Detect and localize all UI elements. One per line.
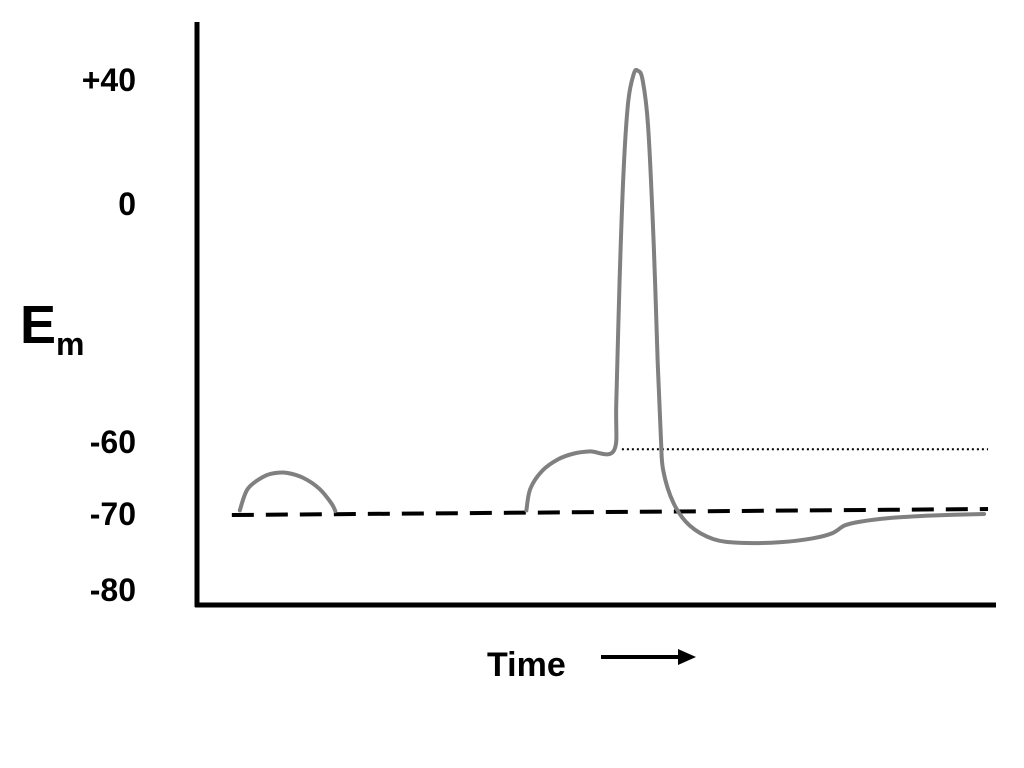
y-tick-label: -60 [90, 424, 136, 460]
plot-area [231, 67, 989, 546]
subthreshold-potential-trace [237, 470, 338, 514]
y-tick-labels: +40 0 -60 -70 -80 [82, 62, 136, 608]
y-tick-label: -80 [90, 572, 136, 608]
y-tick-label: +40 [82, 62, 136, 98]
time-arrow-icon [601, 649, 696, 665]
y-tick-label: 0 [118, 186, 136, 222]
action-potential-trace [524, 67, 987, 546]
y-axis-label-main: E [20, 295, 56, 355]
y-axis-label: Em [20, 295, 84, 362]
x-axis-label: Time [487, 646, 566, 684]
resting-potential-line [231, 507, 989, 517]
y-tick-label: -70 [90, 496, 136, 532]
y-axis-label-subscript: m [56, 326, 84, 362]
